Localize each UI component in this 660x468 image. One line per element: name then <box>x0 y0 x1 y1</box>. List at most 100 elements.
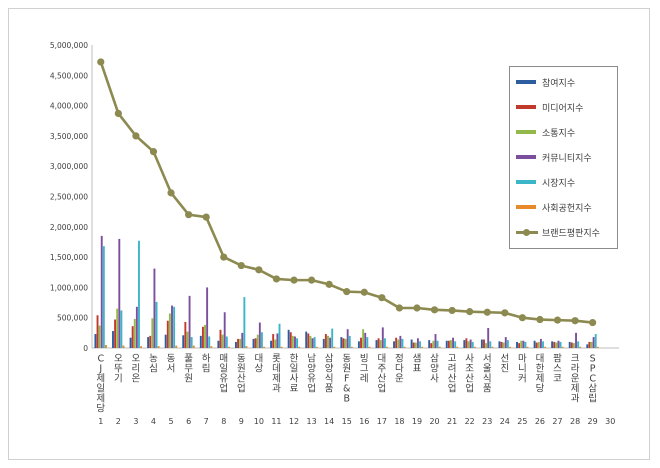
bar <box>184 321 187 348</box>
bar <box>465 338 468 348</box>
bar <box>116 308 119 348</box>
bar <box>241 332 244 348</box>
bar <box>227 346 230 348</box>
bar <box>588 341 591 348</box>
bar <box>221 334 224 348</box>
line-point <box>518 314 526 322</box>
bar <box>313 337 316 348</box>
line-point <box>378 294 386 302</box>
bar <box>368 346 371 348</box>
legend-label: 참여지수 <box>542 78 576 89</box>
bar <box>436 340 439 348</box>
bar <box>208 336 211 348</box>
bar <box>190 337 193 348</box>
bar <box>504 337 507 348</box>
bar <box>393 341 395 348</box>
bar <box>506 340 509 348</box>
bar <box>149 335 152 348</box>
rank-label: 5 <box>169 417 174 426</box>
rank-label: 29 <box>588 417 598 426</box>
legend-swatch <box>516 228 538 236</box>
legend-label: 브랜드평판지수 <box>542 228 600 239</box>
rank-label: 18 <box>394 417 404 426</box>
bar <box>153 268 156 348</box>
rank-label: 16 <box>359 417 369 426</box>
bar <box>98 325 101 348</box>
bar <box>122 345 125 348</box>
bar <box>94 334 97 348</box>
y-tick-label: 2,500,000 <box>50 193 88 202</box>
bar <box>206 287 209 348</box>
bar <box>151 318 154 348</box>
bar <box>278 323 281 348</box>
rank-label: 28 <box>570 417 580 426</box>
bar <box>579 346 582 348</box>
bar <box>403 346 406 348</box>
bar <box>252 338 255 348</box>
bar <box>298 346 301 348</box>
bar <box>544 346 547 348</box>
bar <box>164 334 167 348</box>
legend-item: 시장지수 <box>516 175 575 189</box>
bar <box>118 238 121 348</box>
bar <box>428 340 431 348</box>
line-point <box>290 276 298 284</box>
bar <box>535 342 538 348</box>
bar <box>175 345 178 348</box>
bar <box>432 340 435 348</box>
rank-label: 22 <box>465 417 475 426</box>
bar <box>131 326 134 348</box>
bar <box>199 335 202 348</box>
bar <box>307 333 310 348</box>
bar <box>551 341 554 348</box>
rank-label: 27 <box>552 417 562 426</box>
bar <box>287 329 290 348</box>
y-tick-label: 1,000,000 <box>50 283 88 292</box>
bar <box>489 341 492 348</box>
bar <box>360 337 362 348</box>
bar <box>590 341 593 348</box>
legend-swatch <box>516 205 536 209</box>
bar <box>155 301 158 348</box>
rank-label: 17 <box>377 417 387 426</box>
bar <box>469 339 472 348</box>
bar <box>421 346 424 348</box>
bar <box>100 235 103 348</box>
bar <box>296 338 299 348</box>
bar <box>188 295 191 348</box>
bar <box>594 334 597 348</box>
y-tick-label: 3,000,000 <box>50 162 88 171</box>
bar <box>210 346 213 348</box>
rank-label: 24 <box>500 417 510 426</box>
bar <box>166 320 169 348</box>
legend: 참여지수 미디어지수 소통지수 커뮤니티지수 시장지수 사회공헌지수 브랜드평판지수 <box>509 66 618 249</box>
bar <box>570 342 573 348</box>
brand-reputation-chart: 0 500,000 1,000,000 1,500,000 2,000,000 2,500… <box>50 41 619 426</box>
bar <box>329 337 332 348</box>
bar <box>377 338 380 348</box>
rank-label: 4 <box>151 417 156 426</box>
line-point <box>132 132 140 140</box>
line-point <box>325 280 333 288</box>
bar <box>272 334 275 348</box>
bar <box>533 340 536 348</box>
bar <box>539 338 542 348</box>
line-point <box>97 58 105 66</box>
bar <box>375 340 378 348</box>
bar <box>182 335 185 348</box>
bar <box>219 329 222 348</box>
bar <box>450 340 452 348</box>
rank-label: 25 <box>517 417 527 426</box>
rank-label: 1 <box>98 417 103 426</box>
bar <box>315 346 318 348</box>
legend-label: 시장지수 <box>542 178 576 189</box>
bar <box>225 336 228 348</box>
